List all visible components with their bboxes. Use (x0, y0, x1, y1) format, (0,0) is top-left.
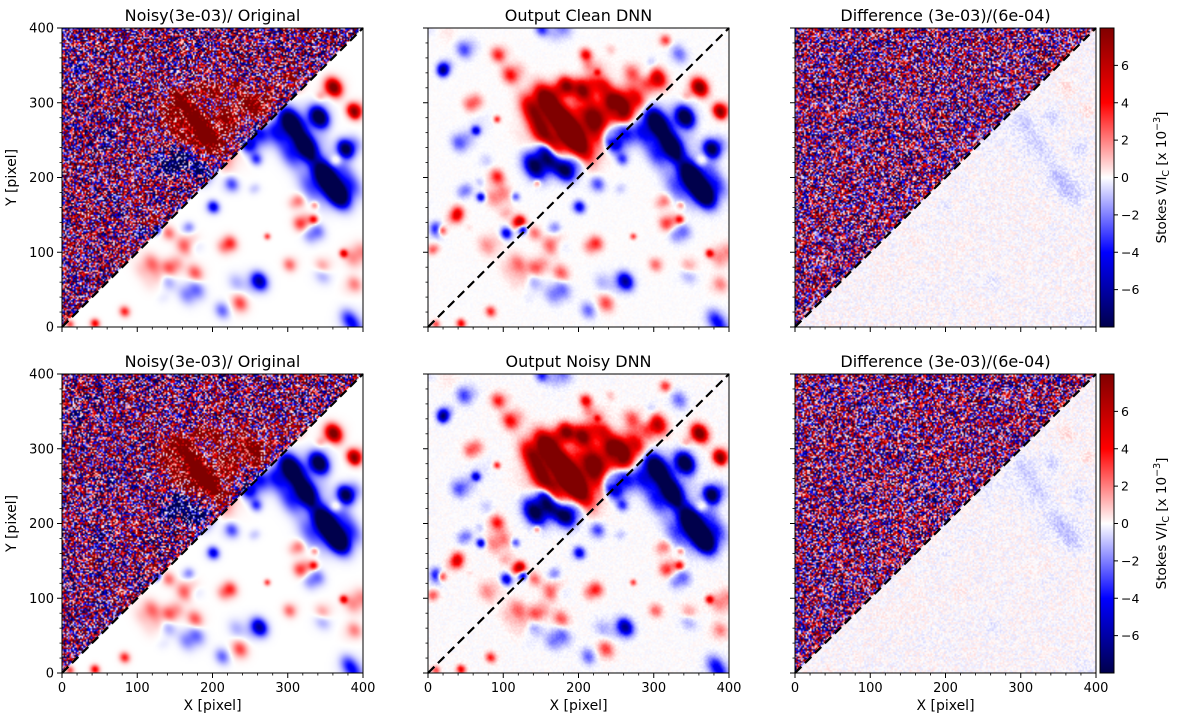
diagonal-dashed-line (427, 27, 730, 328)
colorbar-label-sub: C (1161, 516, 1172, 523)
colorbar-2: −6 −4 −2 0 2 4 6 Stokes V/IC [x 10−3] (1099, 373, 1172, 674)
colorbar-label-units: [x 10 (1154, 131, 1170, 170)
x-tick-label: 100 (858, 681, 883, 696)
panel-5: Output Noisy DNN 0 100 200 300 400 X [pixel] (423, 352, 741, 714)
colorbar-1: −6 −4 −2 0 2 4 6 Stokes V/IC [x 10−3] (1099, 27, 1172, 328)
x-axis-label: X [pixel] (916, 698, 974, 714)
y-axis-label: Y [pixel] (4, 495, 20, 553)
colorbar-tick-label: 0 (1121, 516, 1129, 531)
diagonal-dashed-line (794, 27, 1097, 328)
colorbar-tick-label: 4 (1121, 441, 1129, 456)
panel-title: Difference (3e-03)/(6e-04) (840, 6, 1050, 25)
x-tick-label: 300 (641, 681, 666, 696)
y-tick-label: 100 (29, 246, 54, 261)
y-axis-label: Y [pixel] (4, 149, 20, 207)
diagonal-dashed-line (61, 373, 364, 674)
colorbar-tick-label: 4 (1121, 95, 1129, 110)
y-tick-label: 400 (29, 22, 54, 37)
colorbar-tick-label: −4 (1121, 245, 1139, 260)
panels-layer: Noisy(3e-03)/ Original 0 100 200 300 400 Y [pi… (4, 6, 1108, 714)
y-tick-label: 0 (46, 667, 54, 682)
x-tick-label: 400 (1084, 681, 1109, 696)
colorbar-tick-label: −6 (1121, 282, 1139, 297)
panel-1: Noisy(3e-03)/ Original 0 100 200 300 400 Y [pi… (4, 6, 364, 336)
colorbar-label-exp: −3 (1152, 463, 1163, 477)
x-tick-label: 400 (717, 681, 742, 696)
panel-4: Noisy(3e-03)/ Original 0 100 200 300 400 0 100 2… (4, 352, 375, 714)
colorbar-tick-label: 6 (1121, 58, 1129, 73)
colorbar-tick-label: −2 (1121, 207, 1139, 222)
colorbar-label: Stokes V/IC [x 10−3] (1152, 458, 1172, 590)
y-tick-label: 200 (29, 171, 54, 186)
colorbar-tick-label: 6 (1121, 404, 1129, 419)
panel-title: Difference (3e-03)/(6e-04) (840, 352, 1050, 371)
x-tick-label: 100 (491, 681, 516, 696)
x-axis-label: X [pixel] (549, 698, 607, 714)
colorbar-tick-label: −6 (1121, 628, 1139, 643)
panel-title: Noisy(3e-03)/ Original (125, 6, 301, 25)
colorbar-label-units: [x 10 (1154, 477, 1170, 516)
panel-6: Difference (3e-03)/(6e-04) 0 100 200 300 400 X… (790, 352, 1108, 714)
colorbar-label-prefix: Stokes V/I (1154, 177, 1170, 244)
panel-title: Output Noisy DNN (505, 352, 651, 371)
y-tick-label: 100 (29, 592, 54, 607)
diagonal-dashed-line (794, 373, 1097, 674)
x-tick-label: 0 (58, 681, 66, 696)
x-tick-label: 0 (424, 681, 432, 696)
x-tick-label: 200 (566, 681, 591, 696)
colorbar-tick-label: 0 (1121, 170, 1129, 185)
y-tick-label: 200 (29, 517, 54, 532)
x-tick-label: 400 (351, 681, 376, 696)
y-tick-label: 400 (29, 368, 54, 383)
colorbar-label-prefix: Stokes V/I (1154, 523, 1170, 590)
panel-2: Output Clean DNN (423, 6, 730, 332)
x-tick-label: 300 (1008, 681, 1033, 696)
diagonal-dashed-line (427, 373, 730, 674)
panel-title: Noisy(3e-03)/ Original (125, 352, 301, 371)
x-axis-label: X [pixel] (183, 698, 241, 714)
y-tick-label: 300 (29, 442, 54, 457)
x-tick-label: 300 (275, 681, 300, 696)
panel-title: Output Clean DNN (505, 6, 652, 25)
colorbar-label-close: ] (1154, 458, 1170, 463)
colorbar-tick-label: −4 (1121, 591, 1139, 606)
colorbar-tick-label: 2 (1121, 133, 1129, 148)
x-tick-label: 200 (200, 681, 225, 696)
y-tick-label: 300 (29, 96, 54, 111)
x-tick-label: 100 (125, 681, 150, 696)
colorbar-label-close: ] (1154, 112, 1170, 117)
diagonal-dashed-line (61, 27, 364, 328)
colorbar-tick-label: 2 (1121, 479, 1129, 494)
x-tick-label: 200 (933, 681, 958, 696)
colorbar-label-exp: −3 (1152, 117, 1163, 131)
colorbar-tick-label: −2 (1121, 553, 1139, 568)
x-tick-label: 0 (791, 681, 799, 696)
colorbar-gradient (1099, 373, 1115, 674)
colorbar-gradient (1099, 27, 1115, 328)
colorbar-label-sub: C (1161, 170, 1172, 177)
panel-3: Difference (3e-03)/(6e-04) (790, 6, 1097, 332)
y-tick-label: 0 (46, 321, 54, 336)
colorbar-label: Stokes V/IC [x 10−3] (1152, 112, 1172, 244)
